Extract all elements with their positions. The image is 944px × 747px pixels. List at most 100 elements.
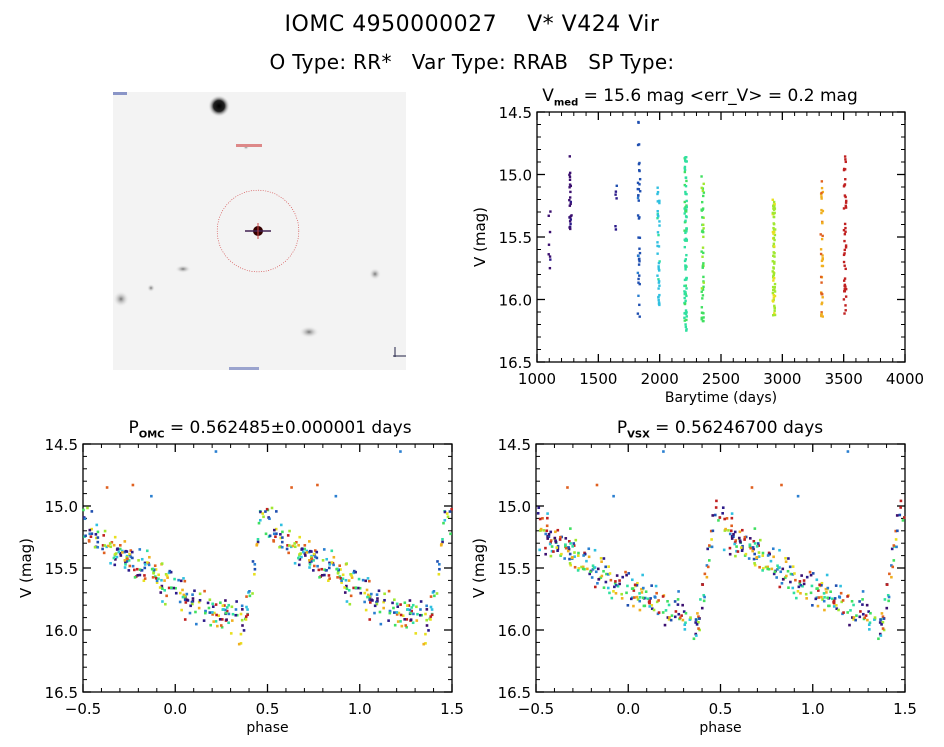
data-point — [702, 251, 705, 255]
data-point — [684, 323, 687, 326]
data-point — [702, 593, 706, 597]
data-point — [711, 529, 715, 533]
data-point — [879, 618, 882, 621]
data-point — [153, 564, 157, 568]
y-tick-label: 14.5 — [499, 104, 532, 122]
data-point — [638, 599, 642, 603]
data-point — [697, 627, 700, 630]
data-point — [118, 552, 122, 555]
target-circle — [216, 189, 300, 273]
data-point — [240, 604, 244, 608]
data-point — [582, 554, 585, 557]
data-point — [328, 577, 331, 580]
data-point — [320, 573, 324, 577]
data-point — [819, 252, 823, 256]
data-point — [203, 589, 206, 593]
data-point — [211, 605, 215, 608]
data-point — [903, 516, 906, 519]
data-point — [392, 606, 395, 610]
data-point — [642, 586, 645, 590]
data-point — [825, 573, 829, 577]
data-point — [824, 587, 828, 591]
data-point — [811, 572, 815, 575]
data-point — [208, 611, 212, 614]
data-point — [852, 603, 855, 607]
data-point — [656, 209, 659, 213]
data-point — [614, 228, 618, 231]
data-point — [684, 266, 687, 269]
data-point — [640, 587, 643, 591]
data-point — [548, 255, 552, 258]
data-point — [264, 532, 268, 536]
data-point — [861, 590, 865, 593]
scale-label-mark — [229, 367, 259, 370]
data-point — [657, 233, 660, 237]
data-point — [842, 279, 846, 282]
data-point — [773, 312, 776, 315]
data-point — [406, 608, 410, 611]
data-point — [758, 538, 762, 542]
data-point — [791, 565, 795, 568]
data-point — [289, 545, 293, 549]
data-point — [163, 589, 166, 592]
data-point — [295, 540, 298, 544]
data-point — [861, 598, 864, 601]
data-point — [570, 556, 574, 560]
data-point — [596, 567, 600, 571]
data-point — [732, 535, 735, 539]
data-point — [432, 590, 436, 593]
data-point — [661, 595, 665, 598]
data-point — [143, 561, 147, 565]
data-point — [317, 568, 321, 572]
data-point — [241, 608, 244, 611]
data-point — [245, 595, 248, 598]
data-point — [636, 271, 640, 275]
data-point — [887, 599, 890, 603]
data-point — [288, 544, 291, 547]
data-point — [181, 595, 185, 599]
data-point — [119, 554, 123, 557]
data-point — [820, 281, 823, 284]
data-point — [119, 544, 122, 547]
data-point — [437, 562, 441, 566]
data-point — [587, 547, 591, 551]
data-point — [809, 573, 813, 577]
data-point — [674, 610, 678, 613]
data-point — [383, 592, 386, 596]
data-point — [802, 582, 806, 586]
data-point — [96, 530, 100, 534]
data-point — [185, 592, 189, 596]
data-point — [694, 621, 697, 624]
data-point — [701, 230, 705, 234]
data-point — [646, 597, 650, 601]
data-point — [388, 611, 392, 615]
phase-omc-axes: −0.5 0.0 0.5 1.0 1.5 14.5 15.0 15.5 16.0 16.5 phas… — [17, 436, 464, 736]
data-point — [636, 312, 640, 315]
data-point — [399, 620, 402, 623]
data-point — [749, 546, 752, 550]
data-point — [436, 560, 439, 563]
data-point — [610, 596, 614, 600]
data-point — [293, 545, 297, 549]
data-point — [657, 287, 660, 290]
data-point — [637, 281, 640, 284]
data-point — [608, 591, 611, 595]
data-point — [685, 230, 688, 233]
data-point — [165, 594, 168, 598]
data-point — [105, 545, 109, 549]
data-point — [548, 230, 552, 234]
data-point — [244, 615, 248, 618]
data-point — [154, 575, 157, 578]
data-point — [544, 532, 548, 536]
data-point — [713, 513, 717, 517]
data-point — [215, 613, 218, 617]
data-point — [701, 294, 705, 297]
data-point — [753, 527, 757, 530]
data-point — [325, 568, 328, 572]
outlier-point — [846, 450, 850, 453]
data-point — [404, 624, 408, 627]
data-point — [363, 600, 366, 604]
data-point — [259, 510, 262, 514]
data-point — [892, 544, 896, 547]
data-point — [280, 540, 284, 544]
